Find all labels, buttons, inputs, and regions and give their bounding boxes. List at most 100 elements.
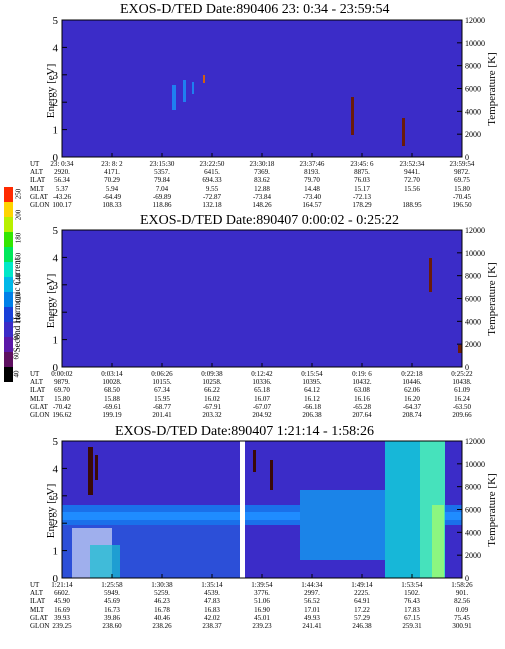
panel-3-plot [61,440,463,579]
ephemeris-cell: 1:44:34 [301,581,323,589]
ephemeris-cell: 14.48 [304,184,320,193]
ephemeris-cell: 12.88 [254,184,270,193]
y-tick-label: 4 [53,252,59,264]
ephemeris-cell: 1:39:54 [251,581,273,589]
ephemeris-cell: 0:15:54 [301,370,323,378]
ephemeris-cell: 23:52:34 [399,160,425,168]
y2-tick-label: 10000 [465,249,485,258]
panel-3-cyanpatch [90,545,120,578]
ephemeris-cell: 5.94 [105,184,119,193]
ephemeris-cell: 69.70 [54,386,70,395]
colorbar-tick: 40 [12,370,21,378]
ephemeris-cell: 39.86 [104,613,120,622]
ephemeris-cell: 239.25 [52,622,72,630]
panel-3-ylabel: Energy [eV] [45,483,57,539]
ephemeris-cell: 42.02 [204,613,220,622]
panel-2-ylabel: Energy [eV] [45,273,57,329]
ephemeris-cell: 82.56 [454,597,470,606]
y2-tick-label: 2000 [465,130,481,139]
colorbar-tick: 250 [14,188,23,200]
ephemeris-cell: 118.86 [152,201,172,209]
ephemeris-cell: 23: 0:34 [50,160,74,168]
ephemeris-cell: 56.34 [54,176,70,185]
ephemeris-cell: 238.26 [152,622,172,630]
ephemeris-cell: 16.90 [254,605,270,614]
ephemeris-cell: 207.64 [352,411,372,419]
panel-1-feature [203,75,205,83]
ephemeris-cell: 63.08 [354,386,370,395]
ephemeris-cell: 17.83 [404,605,420,614]
ephemeris-cell: -43.26 [52,192,72,201]
y2-tick-label: 8000 [465,272,481,281]
ephemeris-cell: 694.33 [202,176,222,185]
ephemeris-cell: -64.37 [402,402,422,411]
ephemeris-cell: 10028. [102,378,122,387]
y-tick-label: 0 [53,152,59,164]
ephemeris-cell: 209.66 [452,411,472,419]
ephemeris-cell: -70.45 [452,192,472,201]
ephemeris-cell: 2920. [54,168,70,177]
ephemeris-cell: 132.18 [202,201,222,209]
ephemeris-cell: 178.29 [352,201,372,209]
ephemeris-row-label: UT [30,160,40,168]
y-tick-label: 5 [53,436,59,448]
ephemeris-cell: 76.43 [404,597,420,606]
ephemeris-cell: 203.32 [202,411,222,419]
ephemeris-cell: 67.34 [154,386,170,395]
y2-tick-label: 6000 [465,295,481,304]
ephemeris-cell: 45.69 [104,597,120,606]
ephemeris-row-label: ALT [30,168,43,177]
ephemeris-cell: -72.87 [202,192,222,201]
ephemeris-cell: 10432. [352,378,372,387]
panel-2-title: EXOS-D/TED Date:890407 0:00:02 - 0:25:22 [140,213,399,228]
y-tick-label: 1 [53,335,59,347]
ephemeris-cell: 1502. [404,589,420,598]
ephemeris-cell: 65.18 [254,386,270,395]
y2-tick-label: 0 [465,363,469,372]
ephemeris-cell: 1:49:14 [351,581,373,589]
ephemeris-cell: 108.33 [102,201,122,209]
panel-1-ylabel: Energy [eV] [45,63,57,119]
ephemeris-row-label: GLON [30,622,50,630]
panel-1-feature [402,118,405,146]
y-tick-label: 3 [53,280,59,292]
y2-tick-label: 8000 [465,62,481,71]
ephemeris-cell: 7369. [254,168,270,177]
ephemeris-cell: 10438. [452,378,472,387]
y2-tick-label: 6000 [465,85,481,94]
ephemeris-cell: 15.88 [104,394,120,403]
y-tick-label: 3 [53,491,59,503]
ephemeris-cell: 9872. [454,168,470,177]
ephemeris-cell: 57.29 [354,613,370,622]
panel-2-y2label: Temperature [K] [486,262,498,336]
ephemeris-cell: 45.01 [254,613,270,622]
colorbar-label: Second Harmonic Current [12,257,22,353]
panel-2-feature [458,345,462,353]
ephemeris-cell: 62.06 [404,386,420,395]
ephemeris-cell: 39.93 [54,613,70,622]
ephemeris-row-label: ILAT [30,176,46,185]
ephemeris-cell: 100.17 [52,201,72,209]
ephemeris-cell: 23:15:30 [149,160,175,168]
ephemeris-cell: 16.83 [204,605,220,614]
y-tick-label: 0 [53,573,59,585]
ephemeris-cell: 23:59:54 [449,160,475,168]
y2-tick-label: 4000 [465,107,481,116]
ephemeris-row-label: GLAT [30,613,48,622]
panel-2-plot [61,229,463,368]
ephemeris-cell: 9879. [54,378,70,387]
y-tick-label: 2 [53,518,59,530]
ephemeris-cell: 241.41 [302,622,322,630]
ephemeris-cell: 1:53:54 [401,581,423,589]
ephemeris-cell: 5.37 [55,184,69,193]
ephemeris-cell: 6602. [54,589,70,598]
ephemeris-cell: 15.17 [354,184,370,193]
ephemeris-cell: -70.42 [52,402,72,411]
colorbar-tick: 180 [14,232,23,244]
ephemeris-cell: 206.38 [302,411,322,419]
ephemeris-cell: 0:22:18 [401,370,423,378]
y-tick-label: 1 [53,125,59,137]
ephemeris-cell: 0:03:14 [101,370,123,378]
ephemeris-cell: 69.75 [454,176,470,185]
ephemeris-cell: 46.23 [154,597,170,606]
